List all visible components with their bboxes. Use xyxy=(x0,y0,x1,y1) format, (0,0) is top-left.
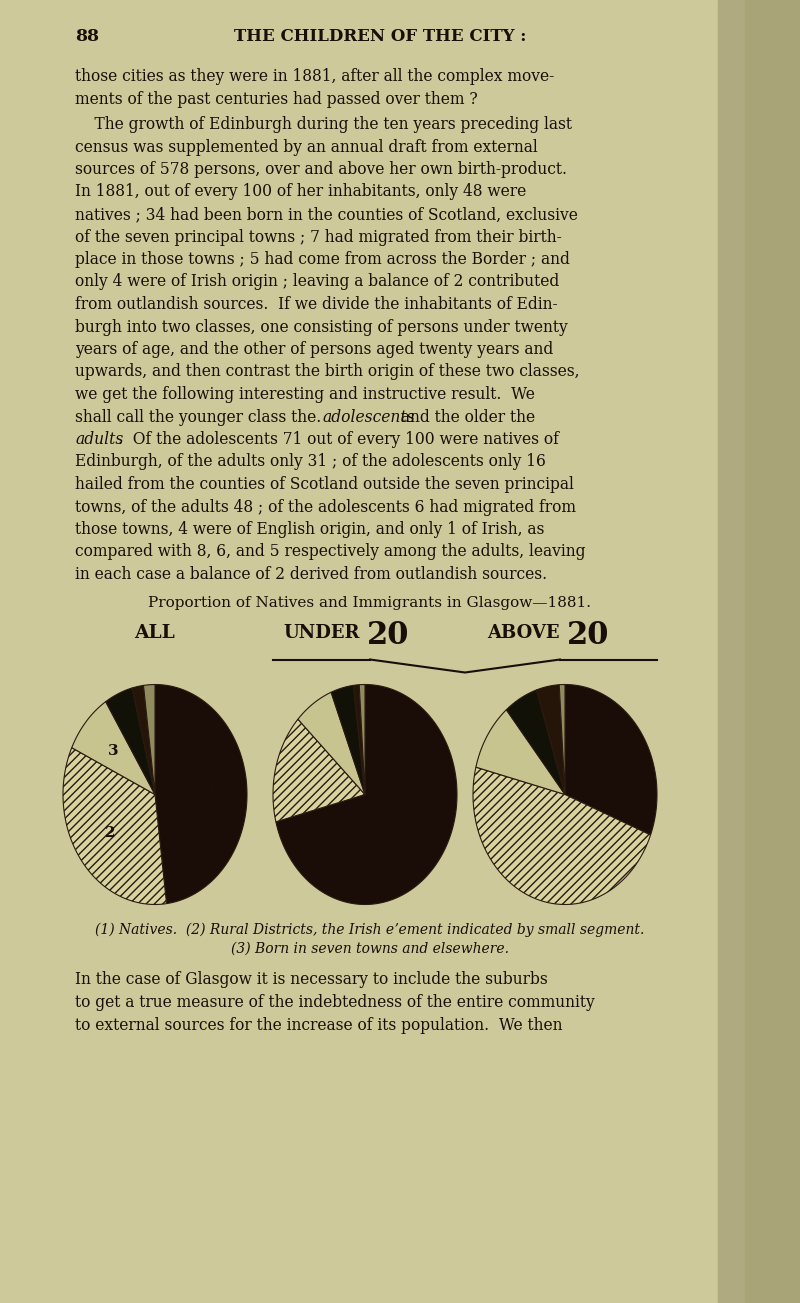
Polygon shape xyxy=(559,684,565,795)
Text: years of age, and the other of persons aged twenty years and: years of age, and the other of persons a… xyxy=(75,341,554,358)
Polygon shape xyxy=(359,684,365,795)
Text: (3) Born in seven towns and elsewhere.: (3) Born in seven towns and elsewhere. xyxy=(231,942,509,955)
Text: to external sources for the increase of its population.  We then: to external sources for the increase of … xyxy=(75,1016,562,1033)
Text: adults: adults xyxy=(75,431,123,448)
Bar xyxy=(745,0,800,1303)
Text: Edinburgh, of the adults only 31 ; of the adolescents only 16: Edinburgh, of the adults only 31 ; of th… xyxy=(75,453,546,470)
Text: 2: 2 xyxy=(105,826,115,840)
Text: (1) Natives.  (2) Rural Districts, the Irish eʼement indicated by small segment.: (1) Natives. (2) Rural Districts, the Ir… xyxy=(95,923,645,937)
Text: upwards, and then contrast the birth origin of these two classes,: upwards, and then contrast the birth ori… xyxy=(75,364,579,380)
Polygon shape xyxy=(273,719,365,822)
Text: In 1881, out of every 100 of her inhabitants, only 48 were: In 1881, out of every 100 of her inhabit… xyxy=(75,184,526,201)
Bar xyxy=(718,0,800,1303)
Text: from outlandish sources.  If we divide the inhabitants of Edin-: from outlandish sources. If we divide th… xyxy=(75,296,558,313)
Text: .  Of the adolescents 71 out of every 100 were natives of: . Of the adolescents 71 out of every 100… xyxy=(118,431,559,448)
Text: of the seven principal towns ; 7 had migrated from their birth-: of the seven principal towns ; 7 had mig… xyxy=(75,228,562,245)
Polygon shape xyxy=(72,701,155,795)
Text: and the older the: and the older the xyxy=(396,409,535,426)
Polygon shape xyxy=(155,684,247,904)
Text: census was supplemented by an annual draft from external: census was supplemented by an annual dra… xyxy=(75,138,538,155)
Text: burgh into two classes, one consisting of persons under twenty: burgh into two classes, one consisting o… xyxy=(75,318,568,335)
Text: In the case of Glasgow it is necessary to include the suburbs: In the case of Glasgow it is necessary t… xyxy=(75,972,548,989)
Text: place in those towns ; 5 had come from across the Border ; and: place in those towns ; 5 had come from a… xyxy=(75,251,570,268)
Text: 20: 20 xyxy=(367,619,410,650)
Text: adolescents: adolescents xyxy=(322,409,414,426)
Text: to get a true measure of the indebtedness of the entire community: to get a true measure of the indebtednes… xyxy=(75,994,594,1011)
Text: compared with 8, 6, and 5 respectively among the adults, leaving: compared with 8, 6, and 5 respectively a… xyxy=(75,543,586,560)
Text: ments of the past centuries had passed over them ?: ments of the past centuries had passed o… xyxy=(75,90,478,108)
Polygon shape xyxy=(565,684,657,835)
Text: those cities as they were in 1881, after all the complex move-: those cities as they were in 1881, after… xyxy=(75,68,554,85)
Polygon shape xyxy=(473,767,650,904)
Text: THE CHILDREN OF THE CITY :: THE CHILDREN OF THE CITY : xyxy=(234,27,526,46)
Text: sources of 578 persons, over and above her own birth-product.: sources of 578 persons, over and above h… xyxy=(75,162,567,179)
Polygon shape xyxy=(537,684,565,795)
Polygon shape xyxy=(331,685,365,795)
Polygon shape xyxy=(276,684,457,904)
Text: towns, of the adults 48 ; of the adolescents 6 had migrated from: towns, of the adults 48 ; of the adolesc… xyxy=(75,499,576,516)
Text: those towns, 4 were of English origin, and only 1 of Irish, as: those towns, 4 were of English origin, a… xyxy=(75,521,544,538)
Polygon shape xyxy=(106,688,155,795)
Text: shall call the younger class the.: shall call the younger class the. xyxy=(75,409,322,426)
Text: only 4 were of Irish origin ; leaving a balance of 2 contributed: only 4 were of Irish origin ; leaving a … xyxy=(75,274,559,291)
Text: 20: 20 xyxy=(567,619,610,650)
Polygon shape xyxy=(354,684,365,795)
Polygon shape xyxy=(476,710,565,795)
Text: 1: 1 xyxy=(205,783,215,797)
Polygon shape xyxy=(63,748,166,904)
Polygon shape xyxy=(506,689,565,795)
Text: UNDER: UNDER xyxy=(283,624,360,642)
Text: The growth of Edinburgh during the ten years preceding last: The growth of Edinburgh during the ten y… xyxy=(75,116,572,133)
Text: natives ; 34 had been born in the counties of Scotland, exclusive: natives ; 34 had been born in the counti… xyxy=(75,206,578,223)
Text: 88: 88 xyxy=(75,27,99,46)
Text: 3: 3 xyxy=(108,744,119,758)
Polygon shape xyxy=(143,684,155,795)
Text: in each case a balance of 2 derived from outlandish sources.: in each case a balance of 2 derived from… xyxy=(75,566,547,582)
Text: we get the following interesting and instructive result.  We: we get the following interesting and ins… xyxy=(75,386,535,403)
Text: Proportion of Natives and Immigrants in Glasgow—1881.: Proportion of Natives and Immigrants in … xyxy=(149,597,591,611)
Polygon shape xyxy=(132,685,155,795)
Polygon shape xyxy=(298,692,365,795)
Text: hailed from the counties of Scotland outside the seven principal: hailed from the counties of Scotland out… xyxy=(75,476,574,493)
Text: ABOVE: ABOVE xyxy=(487,624,560,642)
Text: ALL: ALL xyxy=(134,624,175,642)
